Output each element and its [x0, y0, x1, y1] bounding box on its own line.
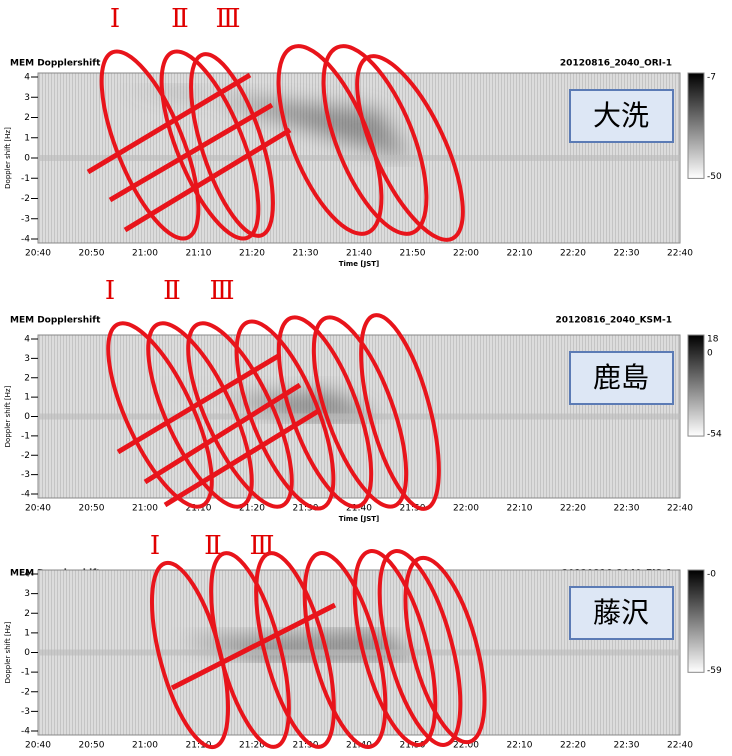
roman-label: Ⅱ [163, 276, 181, 306]
x-tick-label: 22:20 [560, 249, 586, 259]
panel-id: 20120816_2040_KSM-1 [555, 316, 672, 326]
location-label: 鹿島 [593, 361, 649, 394]
x-tick-label: 20:40 [25, 249, 51, 259]
x-tick-label: 21:50 [400, 249, 426, 259]
x-tick-label: 21:00 [132, 504, 158, 514]
y-axis-label: Doppler shift [Hz] [4, 127, 12, 189]
x-tick-label: 22:10 [507, 249, 533, 259]
y-tick-label: -4 [21, 235, 30, 245]
y-tick-label: 3 [24, 93, 30, 103]
colorbar-label: 0 [707, 349, 713, 359]
colorbar-label: -54 [707, 430, 722, 440]
x-tick-label: 20:40 [25, 741, 51, 751]
x-tick-label: 22:20 [560, 741, 586, 751]
roman-label: Ⅲ [215, 4, 240, 34]
panel-title: MEM Dopplershift [10, 59, 101, 69]
y-tick-label: -2 [21, 687, 30, 697]
y-tick-label: 4 [24, 335, 30, 345]
x-tick-label: 22:40 [667, 249, 693, 259]
y-tick-label: -1 [21, 431, 30, 441]
zero-band [38, 650, 680, 656]
zero-band [38, 155, 680, 161]
figure: ⅠⅡⅢMEM Dopplershift20120816_2040_ORI-143… [0, 0, 732, 752]
y-tick-label: 2 [24, 373, 30, 383]
x-tick-label: 20:50 [79, 249, 105, 259]
colorbar-label: -0 [707, 570, 716, 580]
y-tick-label: 3 [24, 354, 30, 364]
y-tick-label: 3 [24, 589, 30, 599]
roman-label: Ⅱ [171, 4, 189, 34]
y-tick-label: -4 [21, 727, 30, 737]
y-tick-label: -2 [21, 451, 30, 461]
x-tick-label: 22:30 [614, 741, 640, 751]
y-tick-label: -3 [21, 214, 30, 224]
colorbar-label: -59 [707, 666, 722, 676]
x-axis-label: Time [JST] [339, 515, 379, 523]
x-tick-label: 22:40 [667, 504, 693, 514]
x-tick-label: 21:30 [293, 249, 319, 259]
roman-label: Ⅰ [110, 4, 120, 34]
x-tick-label: 21:00 [132, 741, 158, 751]
colorbar-label: -7 [707, 73, 716, 83]
y-axis-label: Doppler shift [Hz] [4, 621, 12, 683]
x-tick-label: 20:40 [25, 504, 51, 514]
y-tick-label: -4 [21, 490, 30, 500]
y-tick-label: 1 [24, 393, 30, 403]
colorbar [688, 335, 704, 436]
y-tick-label: 1 [24, 133, 30, 143]
y-tick-label: 0 [24, 648, 30, 658]
x-tick-label: 22:00 [453, 504, 479, 514]
panel-title: MEM Dopplershift [10, 316, 101, 326]
y-tick-label: 2 [24, 609, 30, 619]
x-tick-label: 22:10 [507, 741, 533, 751]
y-tick-label: 4 [24, 73, 30, 83]
roman-label: Ⅰ [105, 276, 115, 306]
y-tick-label: -3 [21, 707, 30, 717]
x-tick-label: 21:20 [239, 249, 265, 259]
colorbar [688, 570, 704, 672]
x-tick-label: 22:30 [614, 249, 640, 259]
x-tick-label: 21:00 [132, 249, 158, 259]
colorbar-label: -50 [707, 172, 722, 182]
x-tick-label: 22:00 [453, 249, 479, 259]
x-axis-label: Time [JST] [339, 260, 379, 268]
x-tick-label: 21:40 [346, 249, 372, 259]
location-label: 大洗 [593, 99, 649, 132]
x-tick-label: 22:10 [507, 504, 533, 514]
x-tick-label: 20:50 [79, 504, 105, 514]
y-tick-label: 4 [24, 570, 30, 580]
y-tick-label: -2 [21, 194, 30, 204]
y-tick-label: 1 [24, 628, 30, 638]
y-tick-label: -1 [21, 668, 30, 678]
x-tick-label: 22:40 [667, 741, 693, 751]
x-tick-label: 22:20 [560, 504, 586, 514]
colorbar [688, 73, 704, 178]
y-tick-label: 0 [24, 154, 30, 164]
x-tick-label: 21:10 [186, 249, 212, 259]
y-tick-label: -3 [21, 470, 30, 480]
y-axis-label: Doppler shift [Hz] [4, 385, 12, 447]
colorbar-label: 18 [707, 335, 719, 345]
y-tick-label: 2 [24, 113, 30, 123]
y-tick-label: 0 [24, 412, 30, 422]
roman-label: Ⅲ [209, 276, 234, 306]
x-tick-label: 22:30 [614, 504, 640, 514]
panel-id: 20120816_2040_ORI-1 [560, 59, 672, 69]
y-tick-label: -1 [21, 174, 30, 184]
x-tick-label: 20:50 [79, 741, 105, 751]
roman-label: Ⅰ [150, 531, 160, 561]
location-label: 藤沢 [593, 596, 649, 629]
